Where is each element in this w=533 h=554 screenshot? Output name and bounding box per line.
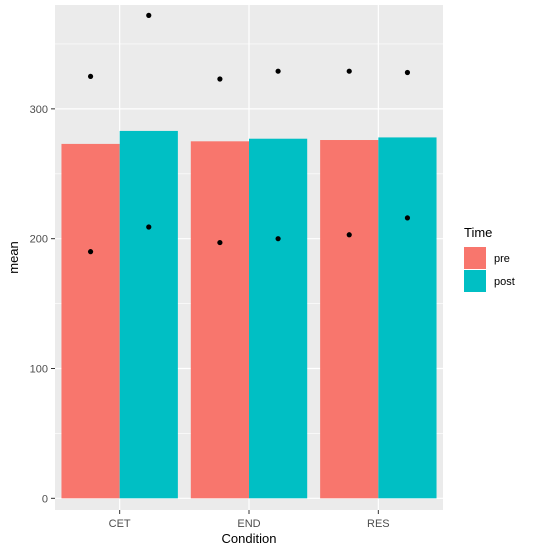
bar-cet-post [119, 130, 178, 499]
bar-end-pre [190, 141, 249, 499]
point-cet-pre [87, 73, 94, 80]
legend-key-pre [464, 247, 486, 269]
bar-end-post [249, 138, 308, 499]
legend-title: Time [464, 225, 492, 240]
point-res-post [404, 215, 411, 221]
legend-key-post [464, 270, 486, 292]
legend-label-post: post [494, 276, 515, 288]
point-end-post [275, 236, 281, 242]
points [87, 12, 411, 255]
x-tick-label: CET [109, 518, 131, 530]
y-tick-label: 100 [30, 363, 48, 375]
point-res-pre [346, 232, 352, 238]
point-cet-pre [87, 249, 94, 255]
bar-res-pre [320, 140, 379, 499]
y-axis: 0 100 200 300 [30, 104, 55, 505]
x-axis-title: Condition [222, 531, 277, 546]
point-res-post [404, 69, 411, 76]
legend: Time pre post [464, 225, 515, 292]
bar-res-post [378, 137, 437, 499]
bars [61, 130, 437, 499]
x-tick-label: RES [367, 518, 390, 530]
point-cet-post [146, 12, 152, 18]
y-tick-label: 300 [30, 104, 48, 116]
point-end-pre [217, 76, 223, 82]
point-end-post [275, 68, 281, 74]
point-end-pre [217, 239, 223, 246]
bar-cet-pre [61, 143, 120, 499]
x-tick-label: END [237, 518, 260, 530]
y-axis-title: mean [6, 241, 21, 274]
point-res-pre [346, 68, 352, 74]
legend-label-pre: pre [494, 253, 510, 265]
x-axis: CET END RES [109, 510, 390, 530]
y-tick-label: 200 [30, 234, 48, 246]
point-cet-post [146, 224, 152, 230]
y-tick-label: 0 [42, 493, 48, 505]
